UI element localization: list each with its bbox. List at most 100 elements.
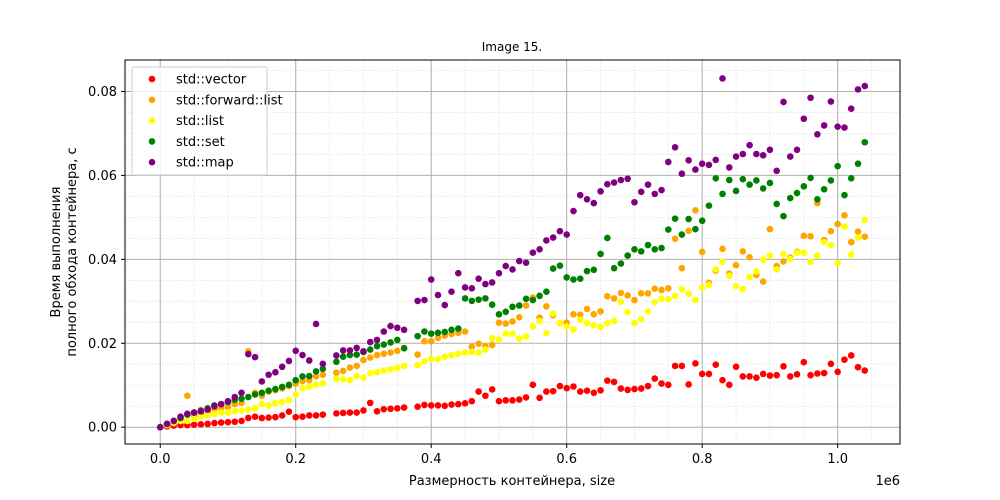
data-point <box>570 311 577 318</box>
data-point <box>583 319 591 327</box>
data-point <box>400 404 408 411</box>
data-point <box>644 181 652 188</box>
data-point <box>725 176 733 184</box>
data-point <box>373 336 381 344</box>
data-point <box>285 357 293 365</box>
data-point <box>394 324 401 332</box>
data-point <box>258 400 266 408</box>
data-point <box>644 308 652 315</box>
data-point <box>563 323 570 330</box>
data-point <box>834 368 841 376</box>
data-point <box>556 262 564 269</box>
data-point <box>576 311 584 319</box>
data-point <box>482 392 489 400</box>
data-point <box>319 411 327 418</box>
legend-marker <box>148 138 156 145</box>
data-point <box>861 233 869 240</box>
data-point <box>244 414 252 422</box>
data-point <box>583 387 591 395</box>
data-point <box>163 420 171 428</box>
data-point <box>556 319 564 327</box>
data-point <box>820 122 828 129</box>
legend-label: std::vector <box>176 73 247 88</box>
data-point <box>387 322 394 330</box>
data-point <box>333 358 340 366</box>
data-point <box>847 175 855 182</box>
data-point <box>834 259 841 267</box>
data-point <box>644 382 652 390</box>
data-point <box>563 231 570 238</box>
data-point <box>671 292 679 300</box>
data-point <box>576 191 584 199</box>
data-point <box>366 354 374 361</box>
data-point <box>373 407 381 415</box>
data-point <box>360 356 367 364</box>
data-point <box>224 418 232 426</box>
data-point <box>793 146 801 154</box>
data-point <box>597 188 604 195</box>
data-point <box>766 225 774 233</box>
x-tick-label: 0.0 <box>150 452 171 467</box>
data-point <box>353 409 360 416</box>
data-point <box>678 362 686 370</box>
data-point <box>658 186 665 194</box>
y-tick-label: 0.06 <box>88 169 117 184</box>
data-point <box>265 402 272 409</box>
data-point <box>265 371 272 379</box>
x-tick-label: 0.4 <box>421 452 442 467</box>
data-point <box>495 311 503 318</box>
data-point <box>583 305 591 313</box>
data-point <box>773 167 781 175</box>
data-point <box>780 363 787 370</box>
data-point <box>732 153 740 160</box>
data-point <box>847 238 855 246</box>
data-point <box>834 123 841 131</box>
data-point <box>800 115 808 123</box>
data-point <box>244 393 252 401</box>
data-point <box>515 257 523 265</box>
y-axis-label-line-1: Время выполнения <box>49 187 64 318</box>
data-point <box>204 420 211 428</box>
data-point <box>834 220 841 228</box>
data-point <box>631 385 638 393</box>
data-point <box>705 281 713 289</box>
data-point <box>509 330 516 337</box>
data-point <box>414 403 421 410</box>
data-point <box>712 266 720 273</box>
data-point <box>590 311 598 318</box>
data-point <box>224 409 232 416</box>
data-point <box>285 396 293 404</box>
data-point <box>610 295 618 302</box>
data-point <box>820 185 828 193</box>
data-point <box>366 338 374 346</box>
data-point <box>231 418 239 426</box>
data-point <box>759 370 767 378</box>
data-point <box>671 362 679 370</box>
legend-marker <box>148 96 156 104</box>
data-point <box>373 342 381 350</box>
data-point <box>305 372 313 380</box>
data-point <box>651 298 659 306</box>
data-point <box>786 153 794 160</box>
data-point <box>495 269 503 277</box>
x-tick-label: 0.6 <box>556 452 577 467</box>
data-point <box>292 376 300 384</box>
data-point <box>651 245 659 253</box>
data-point <box>556 382 564 390</box>
data-point <box>434 291 442 299</box>
data-point <box>244 350 252 358</box>
data-point <box>827 241 835 249</box>
data-point <box>739 248 747 255</box>
data-point <box>725 164 733 171</box>
y-axis-label-line-2: полного обхода контейнера, с <box>65 147 80 356</box>
data-point <box>333 369 340 376</box>
data-point <box>414 361 421 369</box>
data-point <box>861 367 869 374</box>
data-point <box>380 405 388 413</box>
data-point <box>190 409 198 416</box>
data-point <box>617 385 625 392</box>
data-point <box>217 400 225 408</box>
data-point <box>807 174 814 182</box>
data-point <box>502 308 510 316</box>
data-point <box>604 377 611 384</box>
